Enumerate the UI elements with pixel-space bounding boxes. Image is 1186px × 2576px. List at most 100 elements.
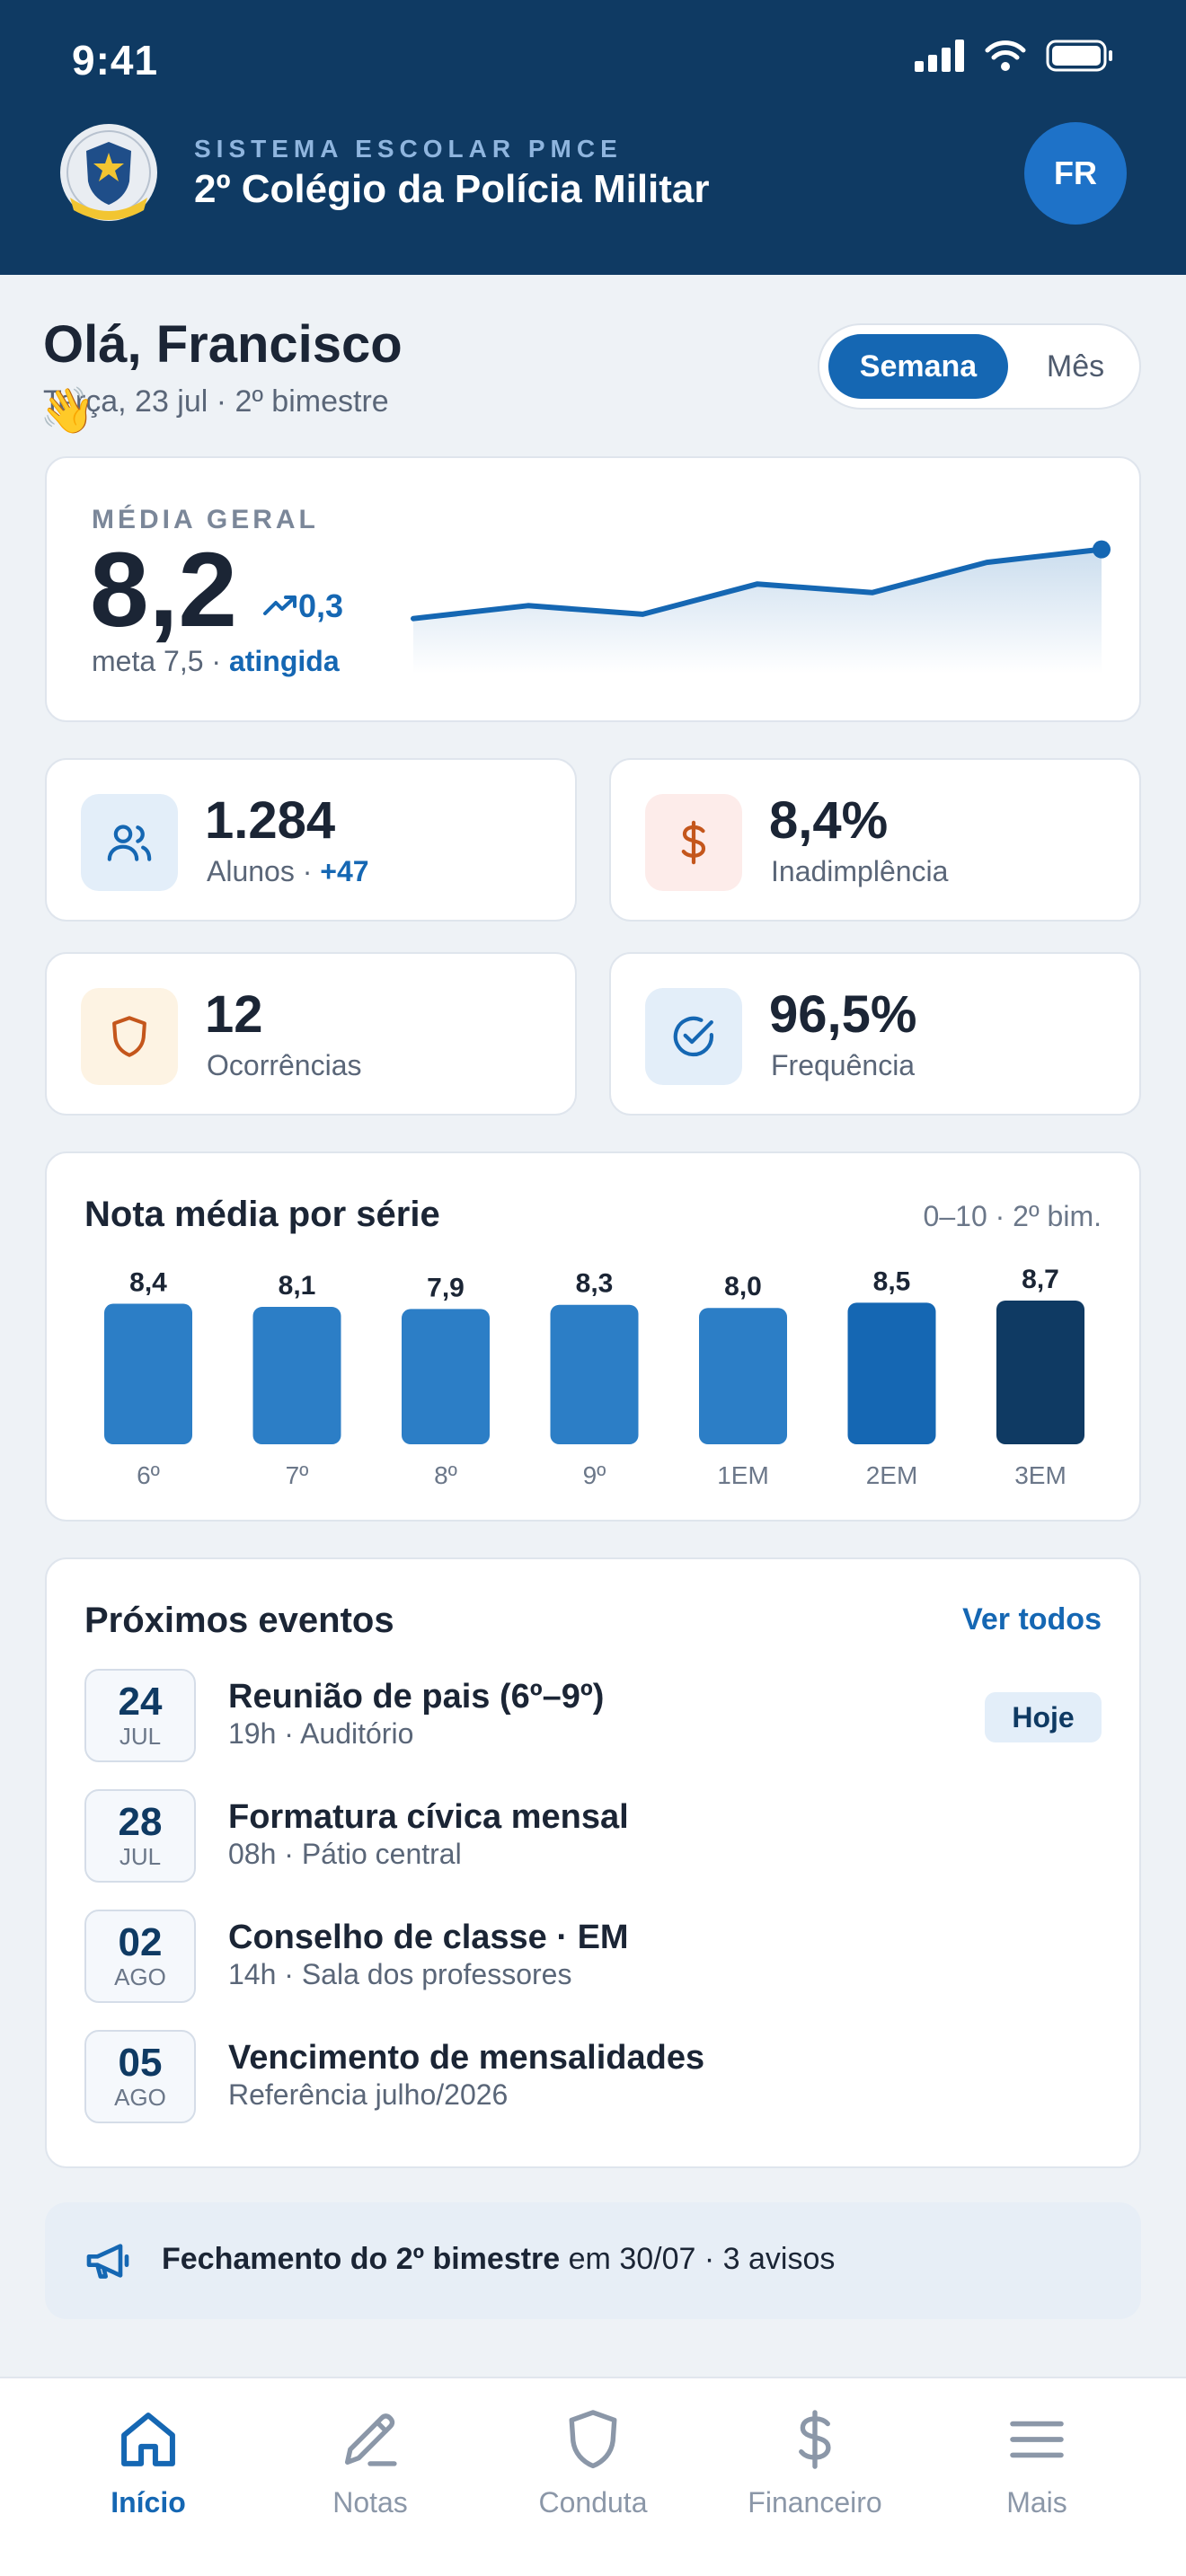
kpi-label: Frequência xyxy=(771,1049,916,1081)
events-card: Próximos eventos Ver todos 24 JUL Reuniã… xyxy=(45,1557,1141,2168)
sparkline-line xyxy=(411,546,1104,622)
app-header: 9:41 SISTEMA ESCOLAR PMCE 2º Colégio da … xyxy=(0,0,1186,275)
event-day: 05 xyxy=(118,2041,163,2085)
event-month: AGO xyxy=(114,2084,166,2111)
event-subtitle: 14h · Sala dos professores xyxy=(228,1958,572,1990)
average-value: 8,2 xyxy=(90,531,238,649)
event-day: 28 xyxy=(118,1800,163,1844)
tab-label: Conduta xyxy=(538,2486,648,2519)
event-subtitle: 08h · Pátio central xyxy=(228,1838,462,1870)
events-see-all-link[interactable]: Ver todos xyxy=(962,1602,1102,1636)
average-sparkline xyxy=(411,540,1111,674)
bar-8º[interactable] xyxy=(402,1309,490,1444)
user-avatar[interactable]: FR xyxy=(1024,122,1127,225)
bar-value-label: 8,5 xyxy=(873,1266,911,1296)
status-icons xyxy=(915,40,1114,72)
event-date-box: 24 JUL xyxy=(84,1669,196,1762)
grades-chart-card[interactable]: Nota média por série 0–10 · 2º bim. 8,4 6… xyxy=(45,1151,1141,1522)
events-title: Próximos eventos xyxy=(84,1601,394,1640)
kpi-card-attendance[interactable]: 96,5% Frequência xyxy=(609,952,1141,1116)
event-date-box: 28 JUL xyxy=(84,1789,196,1883)
toggle-week[interactable]: Semana xyxy=(828,334,1008,399)
bar-value-label: 8,7 xyxy=(1022,1265,1059,1294)
tab-financeiro[interactable]: Financeiro xyxy=(707,2405,923,2519)
trend-up-icon xyxy=(263,595,296,615)
bar-category-label: 9º xyxy=(583,1461,606,1489)
bar-value-label: 7,9 xyxy=(427,1273,465,1302)
average-label: MÉDIA GERAL xyxy=(92,505,319,534)
kpi-label: Alunos · +47 xyxy=(207,855,369,888)
kpi-value: 1.284 xyxy=(205,791,336,850)
sparkline-area xyxy=(413,549,1102,674)
kpi-icon-box xyxy=(81,988,178,1085)
chart-title: Nota média por série xyxy=(84,1195,440,1234)
event-day: 02 xyxy=(118,1920,163,1964)
tab-label: Notas xyxy=(332,2486,408,2519)
toggle-month[interactable]: Mês xyxy=(1046,348,1105,384)
users-icon xyxy=(107,825,152,861)
bar-category-label: 2EM xyxy=(866,1461,918,1489)
school-crest-logo xyxy=(60,124,157,221)
notice-bold: Fechamento do 2º bimestre xyxy=(162,2242,561,2276)
event-subtitle: 19h · Auditório xyxy=(228,1717,414,1750)
shield-icon xyxy=(112,1016,146,1057)
status-time: 9:41 xyxy=(72,37,159,84)
event-date-box: 05 AGO xyxy=(84,2030,196,2123)
wave-emoji: 👋 xyxy=(40,385,96,436)
tab-label: Mais xyxy=(1006,2486,1067,2519)
kpi-card-default[interactable]: 8,4% Inadimplência xyxy=(609,758,1141,922)
event-title: Vencimento de mensalidades xyxy=(228,2039,705,2077)
bar-1EM[interactable] xyxy=(699,1308,787,1444)
dollar-icon xyxy=(799,2410,831,2469)
kpi-label: Ocorrências xyxy=(207,1049,362,1081)
greeting-date: Terça, 23 jul · 2º bimestre xyxy=(43,384,389,419)
average-goal: meta 7,5 · xyxy=(92,645,229,677)
event-title: Conselho de classe · EM xyxy=(228,1919,629,1956)
tab-inicio[interactable]: Início xyxy=(40,2405,256,2519)
notice-banner[interactable]: Fechamento do 2º bimestre em 30/07 · 3 a… xyxy=(45,2202,1141,2319)
tab-label: Início xyxy=(111,2486,186,2519)
event-month: JUL xyxy=(119,1843,162,1870)
average-delta-value: 0,3 xyxy=(298,587,344,624)
kpi-value: 96,5% xyxy=(769,985,917,1044)
kpi-card-incidents[interactable]: 12 Ocorrências xyxy=(45,952,577,1116)
average-card[interactable]: MÉDIA GERAL 8,2 0,3 meta 7,5 · atingida xyxy=(45,456,1141,722)
kpi-label: Inadimplência xyxy=(771,855,949,887)
kpi-icon-box xyxy=(81,794,178,891)
megaphone-icon xyxy=(86,2244,129,2279)
tab-notas[interactable]: Notas xyxy=(262,2405,478,2519)
home-icon xyxy=(121,2413,175,2466)
average-delta: 0,3 xyxy=(262,587,343,625)
event-month: AGO xyxy=(114,1963,166,1990)
kpi-label-extra: +47 xyxy=(320,855,369,887)
bar-value-label: 8,1 xyxy=(279,1271,316,1301)
bar-9º[interactable] xyxy=(550,1304,639,1444)
bar-value-label: 8,4 xyxy=(129,1268,167,1298)
event-date-box: 02 AGO xyxy=(84,1910,196,2003)
tab-conduta[interactable]: Conduta xyxy=(485,2405,701,2519)
kpi-icon-box xyxy=(645,988,742,1085)
bar-7º[interactable] xyxy=(252,1307,341,1444)
battery-icon xyxy=(1046,40,1112,72)
bottom-tab-bar: Início Notas Conduta Financeiro Mais xyxy=(0,2377,1186,2576)
bar-2EM[interactable] xyxy=(847,1302,936,1444)
dollar-icon xyxy=(681,820,706,865)
kpi-value: 8,4% xyxy=(769,791,889,850)
check-circle-icon xyxy=(673,1016,713,1057)
bar-category-label: 7º xyxy=(286,1461,309,1489)
header-title: 2º Colégio da Polícia Militar xyxy=(194,167,710,211)
tab-mais[interactable]: Mais xyxy=(929,2405,1145,2519)
event-day: 24 xyxy=(118,1680,163,1724)
event-subtitle: Referência julho/2026 xyxy=(228,2078,509,2111)
event-month: JUL xyxy=(119,1723,162,1750)
bar-3EM[interactable] xyxy=(996,1301,1084,1444)
kpi-label-text: Alunos · xyxy=(207,855,321,887)
average-goal-status: atingida xyxy=(228,645,340,677)
bar-value-label: 8,0 xyxy=(724,1272,762,1301)
notice-rest: em 30/07 · 3 avisos xyxy=(560,2242,836,2276)
shield-icon xyxy=(569,2410,617,2469)
kpi-card-students[interactable]: 1.284 Alunos · +47 xyxy=(45,758,577,922)
menu-icon xyxy=(1010,2421,1064,2458)
bar-6º[interactable] xyxy=(104,1303,192,1444)
header-subtitle: SISTEMA ESCOLAR PMCE xyxy=(194,135,623,163)
